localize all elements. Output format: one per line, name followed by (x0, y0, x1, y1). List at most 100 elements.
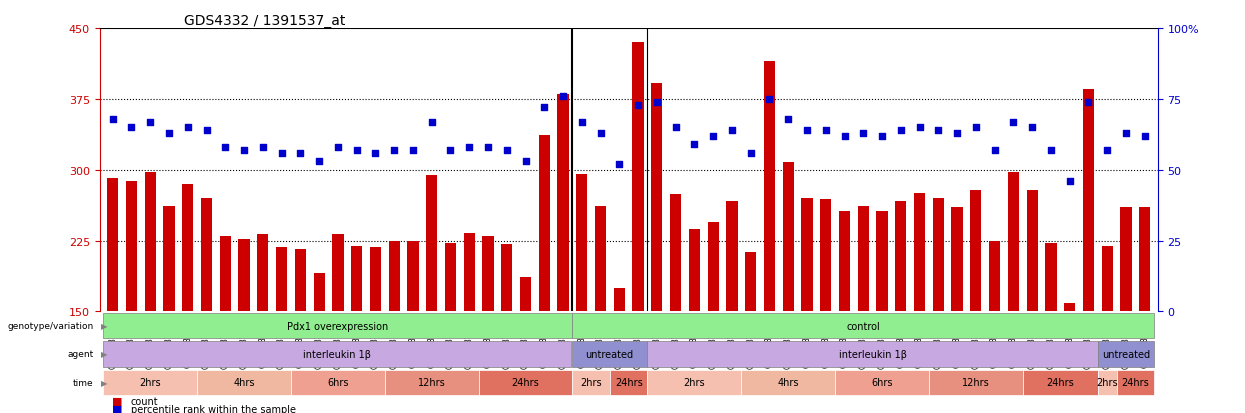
Bar (482, 236, 493, 413)
Bar (1083, 90, 1094, 413)
Point (985, 147, 1005, 154)
FancyBboxPatch shape (478, 370, 573, 395)
Point (178, 125, 198, 131)
Bar (407, 241, 418, 413)
Bar (688, 230, 700, 413)
Text: ▶: ▶ (101, 378, 107, 387)
Text: 24hrs: 24hrs (1122, 377, 1149, 387)
Point (910, 125, 930, 131)
Bar (332, 234, 344, 413)
Bar (632, 43, 644, 413)
Point (215, 145, 235, 151)
Bar (1027, 191, 1038, 413)
Bar (595, 206, 606, 413)
Bar (426, 176, 437, 413)
Bar (144, 172, 156, 413)
Bar (576, 175, 588, 413)
Point (703, 133, 723, 140)
Text: interleukin 1β: interleukin 1β (839, 349, 906, 359)
Bar (1120, 207, 1132, 413)
FancyBboxPatch shape (573, 341, 646, 367)
Bar (820, 199, 832, 413)
Text: interleukin 1β: interleukin 1β (304, 349, 371, 359)
Text: control: control (847, 321, 880, 331)
Text: count: count (131, 396, 158, 406)
Point (403, 147, 423, 154)
Text: ▶: ▶ (101, 321, 107, 330)
Point (571, 119, 591, 126)
Bar (1064, 303, 1076, 413)
Point (1134, 133, 1154, 140)
Text: 2hrs: 2hrs (684, 377, 705, 387)
Text: 4hrs: 4hrs (777, 377, 799, 387)
Point (1097, 147, 1117, 154)
Bar (1139, 208, 1150, 413)
Point (1003, 119, 1023, 126)
Text: ■: ■ (112, 396, 122, 406)
Text: 24hrs: 24hrs (615, 377, 642, 387)
Bar (219, 236, 230, 413)
Point (515, 159, 535, 165)
Point (441, 147, 461, 154)
Point (815, 127, 835, 134)
Text: 6hrs: 6hrs (327, 377, 349, 387)
Bar (539, 135, 550, 413)
Point (234, 147, 254, 154)
Bar (651, 83, 662, 413)
Text: 6hrs: 6hrs (872, 377, 893, 387)
FancyBboxPatch shape (291, 370, 385, 395)
Point (629, 102, 649, 109)
Point (309, 159, 329, 165)
Point (385, 147, 405, 154)
Point (741, 150, 761, 157)
Point (366, 150, 386, 157)
Bar (126, 182, 137, 413)
Bar (444, 244, 456, 413)
Bar (783, 163, 794, 413)
Point (891, 127, 911, 134)
Point (929, 127, 949, 134)
FancyBboxPatch shape (385, 370, 478, 395)
FancyBboxPatch shape (573, 370, 610, 395)
Text: 12hrs: 12hrs (962, 377, 990, 387)
FancyBboxPatch shape (103, 341, 571, 367)
Text: untreated: untreated (1102, 349, 1150, 359)
FancyBboxPatch shape (103, 370, 197, 395)
Bar (558, 95, 569, 413)
Point (422, 119, 442, 126)
Point (685, 142, 705, 148)
Bar (502, 245, 513, 413)
Point (1022, 125, 1042, 131)
Point (197, 127, 217, 134)
Point (759, 96, 779, 103)
Bar (239, 239, 250, 413)
Point (1059, 178, 1079, 185)
Point (609, 161, 629, 168)
Bar (295, 249, 306, 413)
FancyBboxPatch shape (103, 313, 573, 339)
Point (722, 127, 742, 134)
FancyBboxPatch shape (610, 370, 647, 395)
Point (122, 125, 142, 131)
Text: 24hrs: 24hrs (1046, 377, 1074, 387)
Bar (726, 202, 737, 413)
Point (346, 147, 366, 154)
Bar (802, 199, 813, 413)
Bar (1046, 244, 1057, 413)
Bar (370, 247, 381, 413)
Text: Pdx1 overexpression: Pdx1 overexpression (288, 321, 388, 331)
FancyBboxPatch shape (1098, 370, 1117, 395)
Bar (1007, 172, 1018, 413)
Bar (182, 185, 193, 413)
FancyBboxPatch shape (647, 341, 1098, 367)
Point (872, 133, 891, 140)
Point (478, 145, 498, 151)
Text: 2hrs: 2hrs (139, 377, 161, 387)
Point (666, 125, 686, 131)
Point (290, 150, 310, 157)
FancyBboxPatch shape (929, 370, 1022, 395)
FancyBboxPatch shape (835, 370, 929, 395)
Bar (839, 212, 850, 413)
Bar (914, 194, 925, 413)
Point (253, 145, 273, 151)
